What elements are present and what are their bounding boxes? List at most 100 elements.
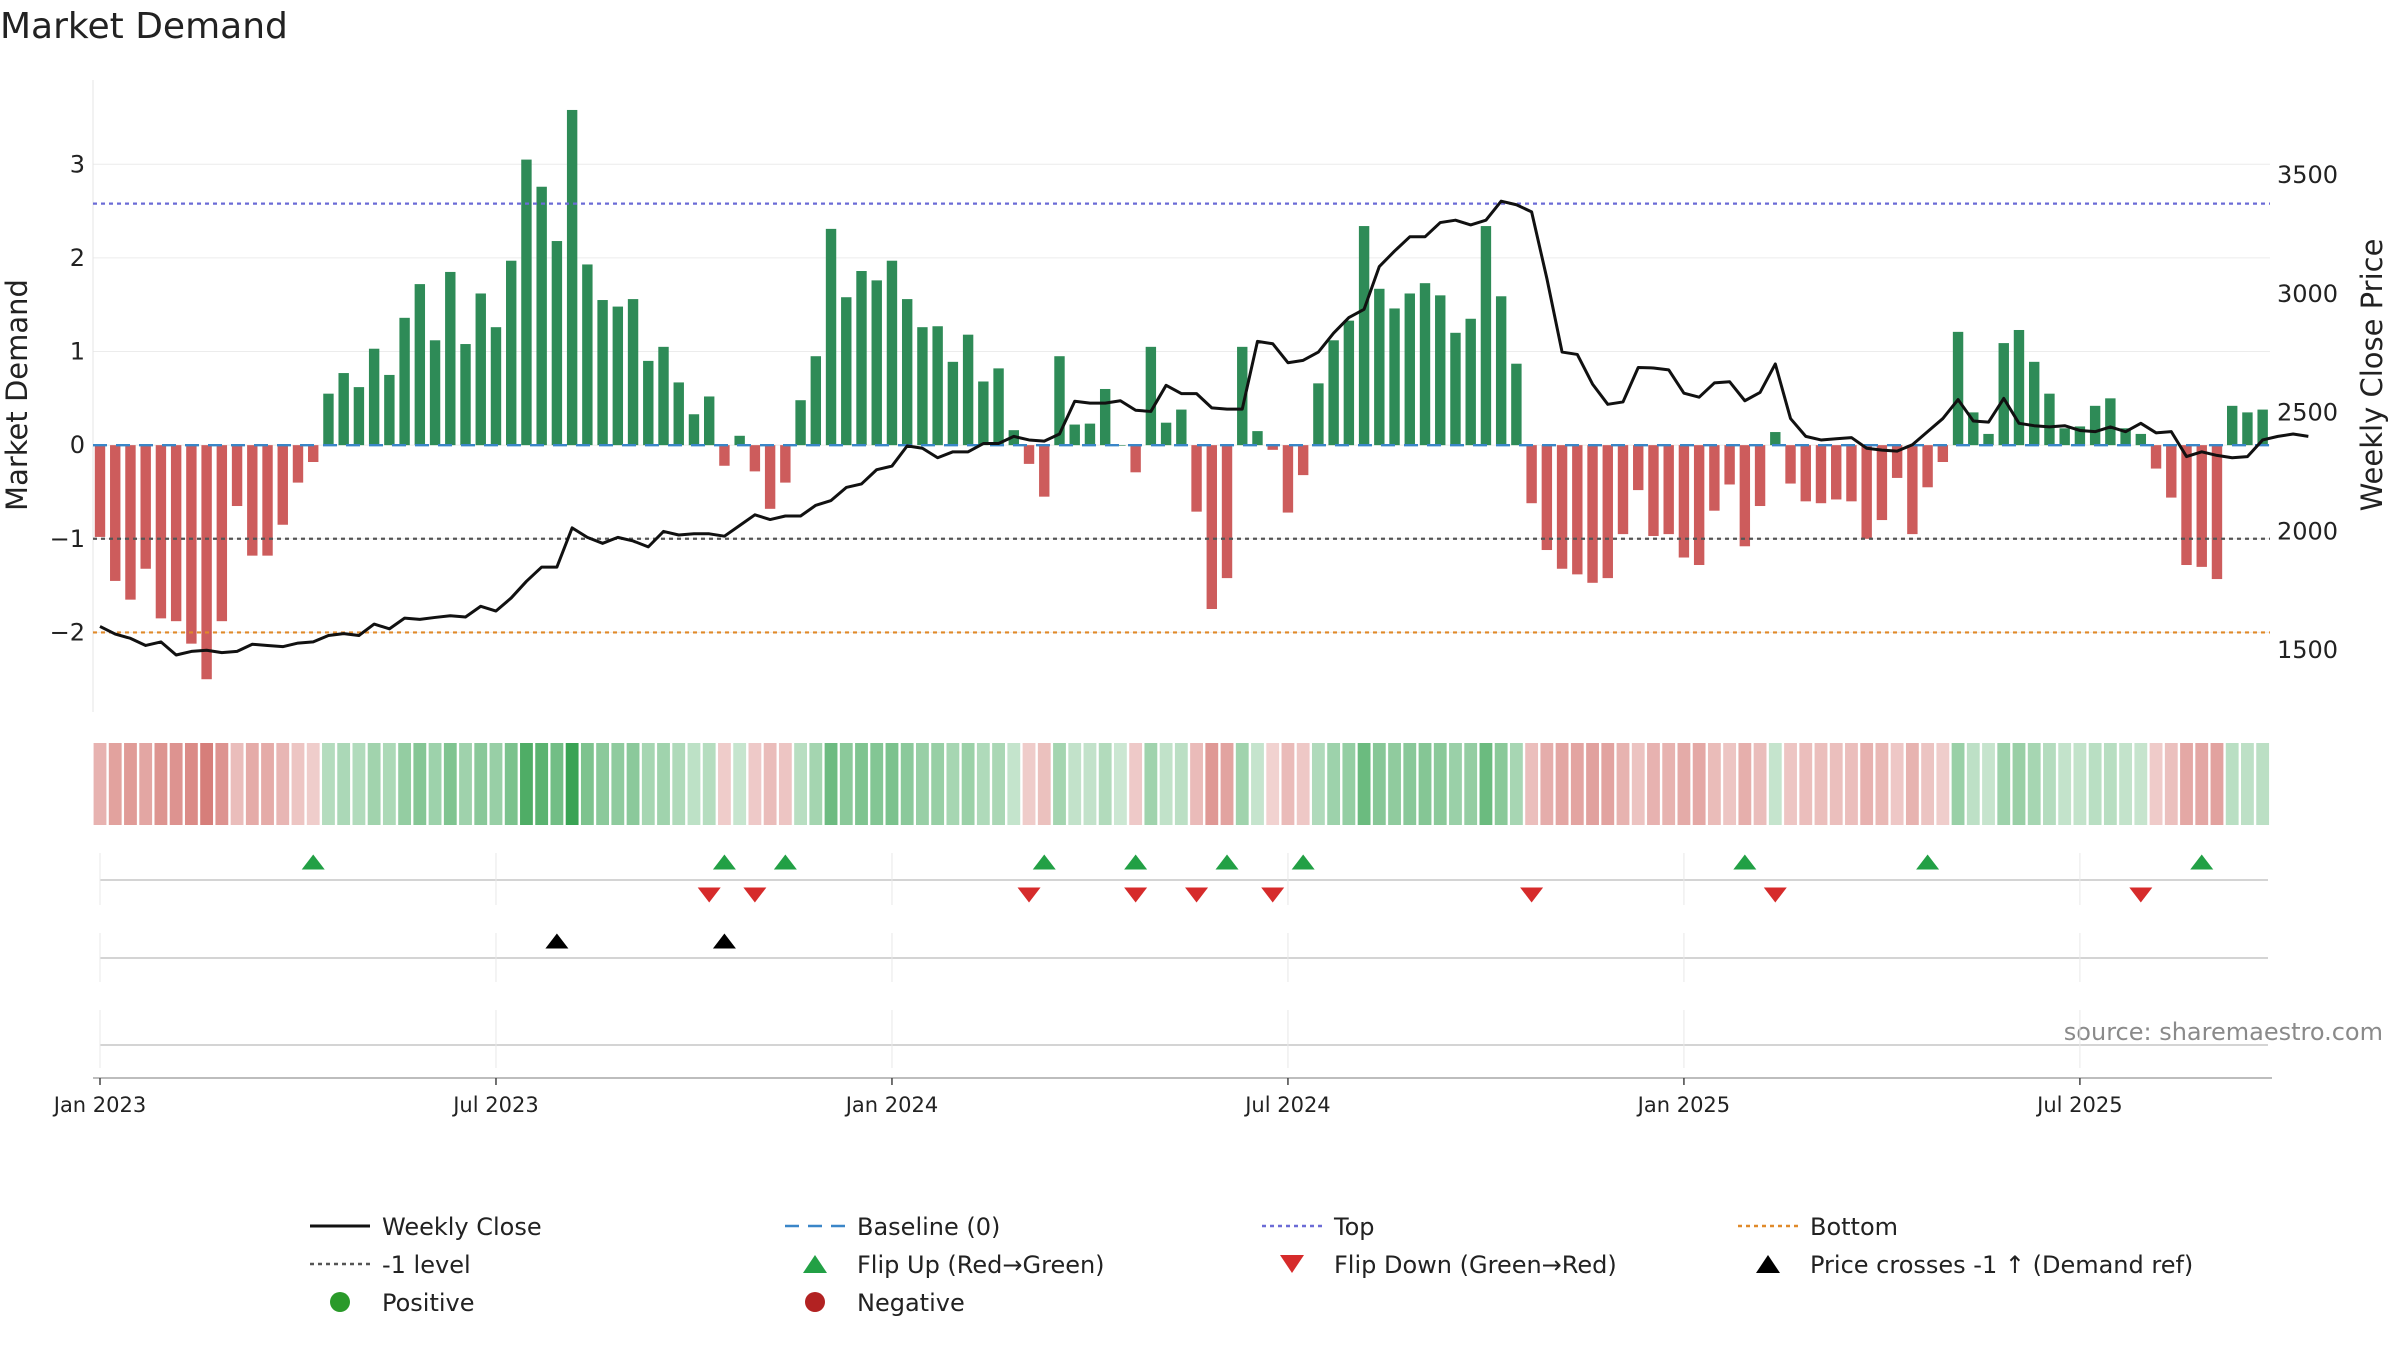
heat-cell-positive xyxy=(2012,743,2026,825)
y2-tick-label: 2500 xyxy=(2277,399,2338,427)
y-axis-label: Market Demand xyxy=(0,279,34,511)
negative-bar xyxy=(1282,445,1294,513)
heat-cell-positive xyxy=(367,743,381,825)
signal-panels xyxy=(99,853,2268,1068)
y-tick-label: 1 xyxy=(70,338,85,366)
heat-cell-negative xyxy=(778,743,792,825)
negative-bar xyxy=(1754,445,1766,507)
positive-bar xyxy=(2074,426,2086,446)
heat-cell-negative xyxy=(1022,743,1036,825)
heat-cell-positive xyxy=(1951,743,1965,825)
negative-bar xyxy=(140,445,151,569)
heat-cell-positive xyxy=(641,743,655,825)
positive-bar xyxy=(506,260,517,446)
heat-cell-positive xyxy=(1997,743,2011,825)
heat-cell-positive xyxy=(900,743,914,825)
heat-cell-negative xyxy=(2195,743,2209,825)
heat-cell-negative xyxy=(1936,743,1950,825)
positive-bar xyxy=(1511,363,1522,446)
legend-swatch-price-cross xyxy=(1756,1255,1780,1273)
heat-cell-negative xyxy=(1037,743,1051,825)
positive-bar xyxy=(1115,445,1126,446)
heat-cell-positive xyxy=(413,743,427,825)
negative-bar xyxy=(1815,445,1827,504)
positive-bar xyxy=(1389,308,1400,446)
heat-cell-positive xyxy=(489,743,503,825)
flip-up-marker xyxy=(1733,854,1757,870)
x-tick-label: Jan 2024 xyxy=(844,1093,939,1117)
heat-cell-positive xyxy=(2043,743,2056,825)
positive-bar xyxy=(856,271,867,446)
heat-cell-negative xyxy=(1799,743,1813,825)
y2-axis-label: Weekly Close Price xyxy=(2355,239,2389,512)
heat-cell-positive xyxy=(1966,743,1980,825)
legend-label-flip-down: Flip Down (Green→Red) xyxy=(1334,1251,1617,1279)
positive-bar xyxy=(1084,423,1096,446)
flip-down-marker xyxy=(1017,887,1041,903)
negative-bar xyxy=(201,445,212,680)
heat-cell-positive xyxy=(809,743,823,825)
positive-bar xyxy=(825,228,837,446)
legend-label-flip-up: Flip Up (Red→Green) xyxy=(857,1251,1105,1279)
flip-up-marker xyxy=(1291,854,1315,870)
negative-bar xyxy=(1693,445,1705,566)
positive-bar xyxy=(597,300,608,446)
heat-cell-positive xyxy=(626,743,640,825)
heat-cell-positive xyxy=(1433,743,1447,825)
heat-cell-positive xyxy=(337,743,351,825)
heat-cell-negative xyxy=(1662,743,1676,825)
reference-lines xyxy=(93,202,2270,634)
heat-cell-negative xyxy=(1190,743,1203,825)
heat-cell-positive xyxy=(1311,743,1325,825)
x-tick-label: Jan 2025 xyxy=(1636,1093,1731,1117)
negative-bar xyxy=(1709,445,1720,511)
positive-bar xyxy=(795,400,806,446)
heat-cell-positive xyxy=(687,743,701,825)
positive-bar xyxy=(2013,329,2025,446)
negative-bar xyxy=(1831,445,1842,500)
heat-cell-positive xyxy=(961,743,975,825)
positive-bar xyxy=(399,317,410,446)
heat-cell-negative xyxy=(1723,743,1737,825)
heat-cell-negative xyxy=(124,743,137,825)
negative-bar xyxy=(1297,445,1309,476)
negative-bar xyxy=(1039,445,1050,497)
heat-cell-positive xyxy=(733,743,747,825)
heat-cell-positive xyxy=(702,743,716,825)
heat-cell-positive xyxy=(885,743,899,825)
flip-down-marker xyxy=(743,887,767,903)
negative-bar xyxy=(125,445,136,600)
heat-cell-positive xyxy=(580,743,594,825)
heat-cell-negative xyxy=(1647,743,1660,825)
positive-bar xyxy=(2044,393,2055,446)
heat-cell-positive xyxy=(611,743,625,825)
heat-cell-negative xyxy=(1692,743,1706,825)
positive-bar xyxy=(1237,346,1248,446)
heat-cell-negative xyxy=(1753,743,1767,825)
positive-bar xyxy=(901,299,913,446)
negative-bar xyxy=(1633,445,1644,491)
heat-cell-positive xyxy=(1372,743,1386,825)
legend-label-price-cross: Price crosses -1 ↑ (Demand ref) xyxy=(1810,1251,2193,1279)
heat-cell-positive xyxy=(870,743,884,825)
positive-bar xyxy=(1252,431,1263,446)
heat-cell-positive xyxy=(1098,743,1112,825)
heat-cell-negative xyxy=(1570,743,1584,825)
heat-cell-negative xyxy=(169,743,183,825)
heat-cell-negative xyxy=(215,743,229,825)
heat-cell-negative xyxy=(2164,743,2178,825)
heat-cell-negative xyxy=(1677,743,1691,825)
positive-bar xyxy=(1343,320,1355,446)
negative-bar xyxy=(719,445,730,466)
positive-bar xyxy=(368,348,380,446)
heat-cell-positive xyxy=(1114,743,1127,825)
negative-bar xyxy=(1206,445,1217,610)
negative-bar xyxy=(2211,445,2223,580)
positive-bar xyxy=(1450,332,1461,446)
heat-cell-positive xyxy=(1768,743,1782,825)
positive-bar xyxy=(1328,340,1339,446)
heat-cell-negative xyxy=(748,743,762,825)
heat-cell-positive xyxy=(839,743,853,825)
negative-bar xyxy=(1739,445,1751,547)
negative-bar xyxy=(1130,445,1141,473)
